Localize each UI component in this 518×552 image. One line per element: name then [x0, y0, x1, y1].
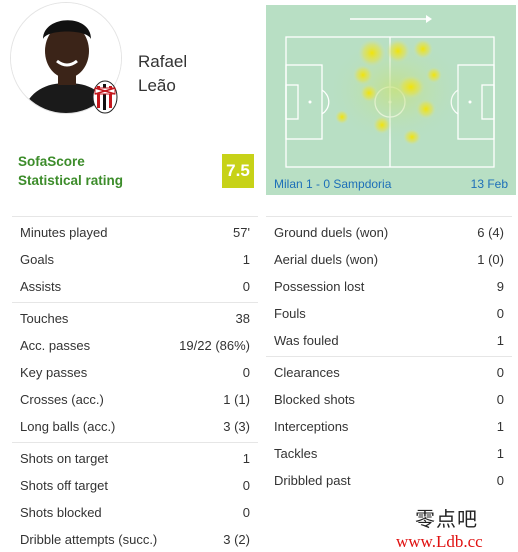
stat-value: 1: [496, 333, 504, 348]
stat-label: Aerial duels (won): [274, 252, 379, 267]
stat-value: 1: [496, 446, 504, 461]
rating-label: SofaScore Statistical rating: [18, 152, 123, 190]
player-last-name: Leão: [138, 76, 176, 95]
stat-row: Key passes 0: [12, 359, 258, 386]
match-link[interactable]: Milan 1 - 0 Sampdoria: [274, 177, 392, 191]
stat-label: Dribbled past: [274, 473, 351, 488]
player-photo-icon: [11, 3, 121, 113]
stat-row: Goals 1: [12, 246, 258, 273]
stat-label: Touches: [20, 311, 69, 326]
stat-row: Tackles 1: [266, 440, 512, 467]
stat-row: Touches 38: [12, 305, 258, 332]
stat-value: 0: [242, 365, 250, 380]
stat-label: Blocked shots: [274, 392, 355, 407]
stat-value: 1: [242, 451, 250, 466]
group-divider: [266, 356, 512, 357]
stat-row: Long balls (acc.) 3 (3): [12, 413, 258, 440]
stat-value: 0: [242, 279, 250, 294]
stat-label: Dribble attempts (succ.): [20, 532, 158, 547]
stat-row: Blocked shots 0: [266, 386, 512, 413]
stat-label: Fouls: [274, 306, 306, 321]
stat-value: 0: [242, 478, 250, 493]
watermark-chinese: 零点吧: [415, 507, 478, 531]
stat-label: Interceptions: [274, 419, 349, 434]
stat-label: Ground duels (won): [274, 225, 389, 240]
stat-row: Aerial duels (won) 1 (0): [266, 246, 512, 273]
ac-milan-badge-icon: [92, 80, 118, 114]
stat-label: Tackles: [274, 446, 318, 461]
group-divider: [266, 216, 512, 217]
stat-value: 3 (2): [223, 532, 250, 547]
attack-direction-arrow-icon: [350, 15, 432, 23]
stat-value: 38: [235, 311, 250, 326]
group-divider: [12, 302, 258, 303]
stat-value: 1: [242, 252, 250, 267]
stat-value: 9: [496, 279, 504, 294]
stat-value: 0: [496, 365, 504, 380]
stat-row: Minutes played 57': [12, 219, 258, 246]
stat-row: Crosses (acc.) 1 (1): [12, 386, 258, 413]
heatmap-panel: Milan 1 - 0 Sampdoria 13 Feb: [266, 5, 516, 195]
stat-value: 57': [233, 225, 250, 240]
stat-row: Fouls 0: [266, 300, 512, 327]
stats-right-column: Ground duels (won) 6 (4) Aerial duels (won…: [266, 214, 512, 494]
stat-label: Key passes: [20, 365, 88, 380]
stat-value: 1 (1): [223, 392, 250, 407]
watermark-url: www.Ldb.cc: [396, 532, 483, 551]
stat-label: Crosses (acc.): [20, 392, 104, 407]
stat-row: Ground duels (won) 6 (4): [266, 219, 512, 246]
stat-row: Dribbled past 0: [266, 467, 512, 494]
heatmap-pitch: [285, 15, 495, 168]
stat-row: Shots on target 1: [12, 445, 258, 472]
stat-value: 3 (3): [223, 419, 250, 434]
stats-left-column: Minutes played 57' Goals 1 Assists 0 Touches 38…: [12, 214, 258, 552]
stat-label: Minutes played: [20, 225, 108, 240]
stat-label: Was fouled: [274, 333, 339, 348]
match-date: 13 Feb: [470, 177, 508, 191]
stat-label: Shots off target: [20, 478, 108, 493]
group-divider: [12, 216, 258, 217]
stat-value: 1 (0): [477, 252, 504, 267]
stat-row: Assists 0: [12, 273, 258, 300]
stat-value: 6 (4): [477, 225, 504, 240]
rating-label-line1: SofaScore: [18, 154, 85, 169]
stat-label: Possession lost: [274, 279, 365, 294]
player-card: Rafael Leão SofaScore Statistical rating…: [0, 0, 262, 196]
stat-value: 0: [242, 505, 250, 520]
rating-badge: 7.5: [222, 154, 254, 188]
stat-label: Assists: [20, 279, 62, 294]
stat-value: 0: [496, 392, 504, 407]
stat-label: Goals: [20, 252, 54, 267]
stat-row: Shots blocked 0: [12, 499, 258, 526]
stat-row: Clearances 0: [266, 359, 512, 386]
rating-label-line2: Statistical rating: [18, 173, 124, 188]
stat-row: Was fouled 1: [266, 327, 512, 354]
player-avatar: [10, 2, 122, 114]
player-first-name: Rafael: [138, 52, 188, 71]
stat-label: Long balls (acc.): [20, 419, 116, 434]
heatmap-intensity: [326, 35, 466, 145]
stat-label: Shots on target: [20, 451, 109, 466]
stat-row: Dribble attempts (succ.) 3 (2): [12, 526, 258, 552]
stat-label: Shots blocked: [20, 505, 102, 520]
stat-row: Acc. passes 19/22 (86%): [12, 332, 258, 359]
group-divider: [12, 442, 258, 443]
stat-row: Interceptions 1: [266, 413, 512, 440]
stat-value: 0: [496, 306, 504, 321]
stat-label: Acc. passes: [20, 338, 91, 353]
stat-value: 0: [496, 473, 504, 488]
stat-value: 19/22 (86%): [179, 338, 250, 353]
stat-row: Shots off target 0: [12, 472, 258, 499]
player-name: Rafael Leão: [138, 50, 187, 98]
stat-row: Possession lost 9: [266, 273, 512, 300]
stat-label: Clearances: [274, 365, 340, 380]
stat-value: 1: [496, 419, 504, 434]
